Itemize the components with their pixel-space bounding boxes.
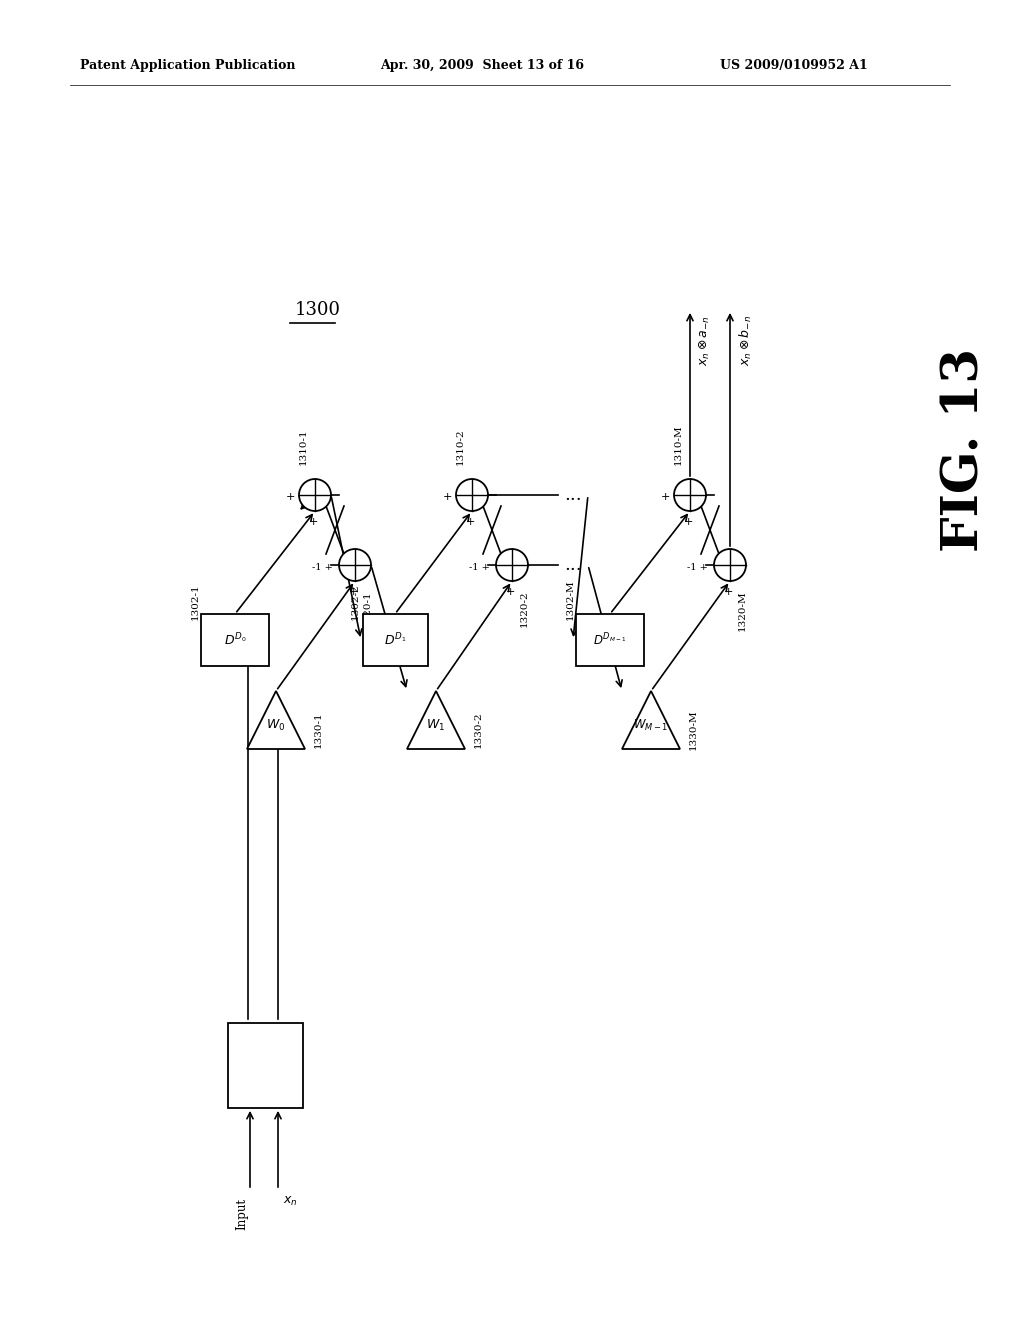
Text: $W_{M-1}$: $W_{M-1}$ bbox=[634, 718, 669, 733]
Text: Apr. 30, 2009  Sheet 13 of 16: Apr. 30, 2009 Sheet 13 of 16 bbox=[380, 58, 584, 71]
Text: -1 +: -1 + bbox=[312, 562, 333, 572]
Text: $D^{D_0}$: $D^{D_0}$ bbox=[223, 632, 247, 648]
Text: 1302-M: 1302-M bbox=[565, 579, 574, 620]
Text: $D^{D_1}$: $D^{D_1}$ bbox=[384, 632, 407, 648]
Text: ...: ... bbox=[564, 556, 582, 574]
Text: +: + bbox=[308, 517, 317, 527]
Bar bbox=[575, 614, 644, 667]
Text: 1310-2: 1310-2 bbox=[456, 429, 465, 465]
Text: Input: Input bbox=[236, 1199, 249, 1230]
Text: -1 +: -1 + bbox=[469, 562, 490, 572]
Text: $D^{D_{M-1}}$: $D^{D_{M-1}}$ bbox=[593, 632, 627, 648]
Text: +: + bbox=[348, 587, 357, 597]
Text: 1330-M: 1330-M bbox=[689, 710, 698, 750]
Text: Patent Application Publication: Patent Application Publication bbox=[80, 58, 296, 71]
Polygon shape bbox=[247, 690, 305, 748]
Text: $W_0$: $W_0$ bbox=[266, 718, 286, 733]
Polygon shape bbox=[407, 690, 465, 748]
Bar bbox=[362, 614, 427, 667]
Text: +: + bbox=[660, 492, 670, 502]
Text: 1320-1: 1320-1 bbox=[362, 590, 372, 627]
Text: +: + bbox=[465, 517, 475, 527]
Bar bbox=[201, 614, 269, 667]
Circle shape bbox=[714, 549, 746, 581]
Circle shape bbox=[496, 549, 528, 581]
Circle shape bbox=[339, 549, 371, 581]
Text: -1 +: -1 + bbox=[687, 562, 708, 572]
Text: ...: ... bbox=[564, 486, 582, 504]
Text: +: + bbox=[442, 492, 452, 502]
Text: $W_1$: $W_1$ bbox=[426, 718, 445, 733]
Text: $x_n \otimes a_{-n}$: $x_n \otimes a_{-n}$ bbox=[698, 315, 712, 366]
Text: 1320-M: 1320-M bbox=[737, 590, 746, 631]
Text: 1330-2: 1330-2 bbox=[474, 711, 483, 748]
Text: 1300: 1300 bbox=[295, 301, 341, 319]
Text: 1330-1: 1330-1 bbox=[314, 711, 323, 748]
Text: $x_n \otimes b_{-n}$: $x_n \otimes b_{-n}$ bbox=[738, 315, 754, 366]
Circle shape bbox=[674, 479, 706, 511]
Text: +: + bbox=[505, 587, 515, 597]
Polygon shape bbox=[622, 690, 680, 748]
Circle shape bbox=[456, 479, 488, 511]
Text: US 2009/0109952 A1: US 2009/0109952 A1 bbox=[720, 58, 867, 71]
Text: 1320-2: 1320-2 bbox=[519, 590, 528, 627]
Text: FIG. 13: FIG. 13 bbox=[940, 348, 989, 552]
Text: +: + bbox=[286, 492, 295, 502]
Text: 1310-1: 1310-1 bbox=[299, 429, 307, 465]
Text: 1310-M: 1310-M bbox=[674, 424, 683, 465]
Text: +: + bbox=[683, 517, 692, 527]
Text: 1302-2: 1302-2 bbox=[350, 583, 359, 620]
Text: +: + bbox=[723, 587, 733, 597]
Text: 1302-1: 1302-1 bbox=[190, 583, 200, 620]
Text: $x_n$: $x_n$ bbox=[283, 1195, 298, 1208]
Bar bbox=[227, 1023, 302, 1107]
Circle shape bbox=[299, 479, 331, 511]
